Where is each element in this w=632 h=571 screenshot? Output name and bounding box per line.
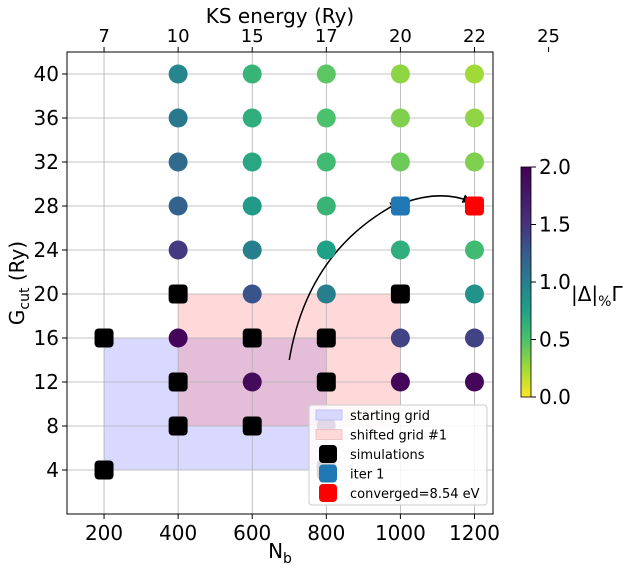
legend-marker (319, 445, 337, 463)
simulation-point (168, 284, 188, 304)
top-axis-ticks: 7 10 15 17 20 22 25 (98, 26, 560, 52)
simulation-point (168, 416, 188, 436)
arrow-1 (288, 202, 400, 361)
colormap-point (316, 152, 336, 172)
colormap-point (168, 196, 188, 216)
y-tick-label: 24 (34, 238, 59, 262)
colormap-point (316, 196, 336, 216)
legend-frame (308, 404, 488, 506)
colorbar-tick-label: 1.5 (539, 213, 571, 237)
x-tick-label: 1200 (449, 521, 500, 545)
x-axis-ticks: 200 400 600 800 1000 1200 (85, 514, 500, 545)
colormap-point (464, 284, 484, 304)
colormap-point (242, 196, 262, 216)
y-tick-label: 8 (46, 414, 59, 438)
colormap-point (168, 328, 188, 348)
colormap-point (316, 240, 336, 260)
colormap-point (242, 240, 262, 260)
colormap-point (390, 152, 410, 172)
simulation-point (94, 328, 114, 348)
colormap-point (168, 240, 188, 260)
y-tick-label: 4 (46, 458, 59, 482)
colormap-point (390, 240, 410, 260)
colorbar-tick-label: 1.0 (539, 270, 571, 294)
colormap-point (390, 328, 410, 348)
legend-label: iter 1 (350, 468, 384, 483)
simulation-point (242, 416, 262, 436)
colormap-point (464, 372, 484, 392)
colormap-point (390, 372, 410, 392)
colormap-point (464, 64, 484, 84)
colormap-point (464, 240, 484, 260)
y-axis-ticks: 4 8 12 16 20 24 28 32 36 40 (34, 62, 67, 482)
colormap-point (464, 152, 484, 172)
simulation-point (316, 328, 336, 348)
colorbar-tick-label: 0.0 (539, 385, 571, 409)
x-tick-label: 1000 (375, 521, 426, 545)
colormap-point (242, 64, 262, 84)
x-axis-label: Nb (268, 539, 292, 567)
y-tick-label: 32 (34, 150, 59, 174)
y-tick-label: 12 (34, 370, 59, 394)
legend-swatch (315, 409, 343, 421)
legend-marker (319, 464, 337, 483)
colormap-point (316, 108, 336, 128)
colormap-point (242, 108, 262, 128)
top-tick-label: 25 (537, 26, 560, 47)
simulation-point (94, 460, 114, 480)
simulation-point (316, 372, 336, 392)
legend-label: shifted grid #1 (350, 429, 447, 444)
converged-point (464, 196, 484, 216)
x-tick-label: 400 (159, 521, 197, 545)
top-tick-label: 15 (241, 26, 264, 47)
legend-label: simulations (350, 448, 425, 463)
simulation-point (242, 328, 262, 348)
colormap-point (464, 328, 484, 348)
colorbar-tick-label: 2.0 (539, 155, 571, 179)
x-tick-label: 800 (307, 521, 345, 545)
plot-frame (66, 51, 494, 515)
y-tick-label: 36 (34, 106, 59, 130)
colormap-point (242, 372, 262, 392)
colormap-point (464, 108, 484, 128)
y-tick-label: 40 (34, 62, 59, 86)
top-tick-label: 10 (167, 26, 190, 47)
simulation-point (168, 372, 188, 392)
colormap-point (242, 152, 262, 172)
colormap-point (390, 108, 410, 128)
colorbar-gradient (520, 166, 532, 398)
colormap-point (168, 64, 188, 84)
colormap-point (242, 284, 262, 304)
iter1-point (390, 196, 410, 216)
y-tick-label: 16 (34, 326, 59, 350)
legend-swatch (315, 429, 343, 440)
colormap-point (390, 64, 410, 84)
colormap-point (168, 108, 188, 128)
arrow-2 (403, 194, 472, 204)
legend-label: starting grid (350, 409, 430, 424)
y-tick-label: 20 (34, 282, 59, 306)
colorbar-tick-label: 0.5 (539, 328, 571, 352)
colorbar: 0.0 0.5 1.0 1.5 2.0 (520, 155, 571, 409)
top-tick-label: 20 (389, 26, 412, 47)
legend: starting grid shifted grid #1 simulations i… (308, 404, 488, 506)
top-tick-label: 17 (315, 26, 338, 47)
simulation-point (390, 284, 410, 304)
colorbar-label: |Δ|%Γ (571, 282, 623, 310)
colormap-point (168, 152, 188, 172)
y-axis-label: Gcut (Ry) (5, 241, 33, 325)
top-tick-label: 7 (98, 26, 109, 47)
legend-marker (319, 484, 337, 502)
colormap-point (316, 64, 336, 84)
y-tick-label: 28 (34, 194, 59, 218)
x-tick-label: 600 (233, 521, 271, 545)
legend-label: converged=8.54 eV (350, 487, 480, 502)
top-tick-label: 22 (463, 26, 486, 47)
data-points (94, 64, 484, 480)
colormap-point (316, 284, 336, 304)
top-axis-label: KS energy (Ry) (206, 4, 354, 28)
x-tick-label: 200 (85, 521, 123, 545)
